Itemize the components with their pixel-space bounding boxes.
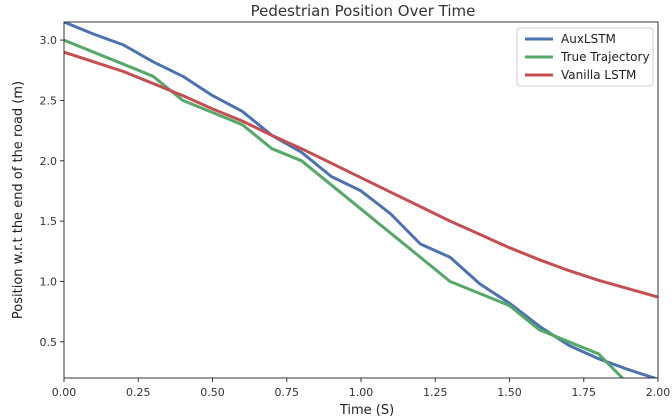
chart-title: Pedestrian Position Over Time bbox=[251, 2, 476, 20]
x-axis-label: Time (S) bbox=[339, 403, 394, 418]
legend-label: Vanilla LSTM bbox=[561, 68, 636, 82]
legend-box bbox=[516, 27, 654, 87]
legend: AuxLSTM True Trajectory Vanilla LSTM bbox=[516, 27, 654, 87]
x-tick-label: 0.50 bbox=[200, 386, 225, 399]
x-tick-label: 1.75 bbox=[572, 386, 597, 399]
y-axis-label: Position w.r.t the end of the road (m) bbox=[11, 81, 26, 319]
legend-label: AuxLSTM bbox=[561, 32, 616, 46]
series-line-vanilla-lstm bbox=[64, 50, 658, 299]
y-tick-label: 2.5 bbox=[40, 94, 58, 107]
x-tick-label: 0.00 bbox=[52, 386, 77, 399]
y-tick-label: 1.5 bbox=[40, 215, 58, 228]
x-tick-label: 0.75 bbox=[275, 386, 300, 399]
legend-label: True Trajectory bbox=[560, 50, 650, 64]
series-layer bbox=[64, 22, 658, 378]
x-tick-label: 1.00 bbox=[349, 386, 374, 399]
y-tick-label: 1.0 bbox=[40, 275, 58, 288]
x-axis-ticks: 0.00 0.25 0.50 0.75 1.00 1.25 1.50 1.75 2.00 bbox=[52, 378, 671, 399]
x-tick-label: 1.50 bbox=[497, 386, 522, 399]
y-tick-label: 2.0 bbox=[40, 155, 58, 168]
x-tick-label: 0.25 bbox=[126, 386, 151, 399]
x-tick-label: 2.00 bbox=[646, 386, 671, 399]
y-tick-label: 3.0 bbox=[40, 34, 58, 47]
series-line-true-trajectory bbox=[64, 38, 625, 378]
y-axis-ticks: 0.5 1.0 1.5 2.0 2.5 3.0 bbox=[40, 34, 64, 349]
x-tick-label: 1.25 bbox=[423, 386, 448, 399]
y-tick-label: 0.5 bbox=[40, 336, 58, 349]
